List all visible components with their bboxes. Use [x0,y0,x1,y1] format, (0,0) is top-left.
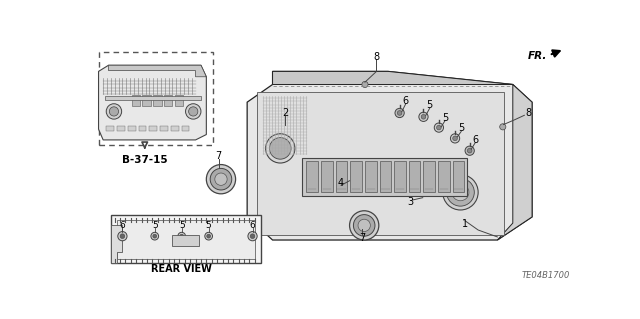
Circle shape [362,81,368,87]
Bar [257,92,504,235]
Circle shape [153,234,157,238]
Bar [99,52,212,145]
Text: 8: 8 [525,108,531,118]
Circle shape [353,215,375,236]
Circle shape [180,234,184,238]
Text: 6: 6 [120,221,125,230]
Text: B-37-15: B-37-15 [122,155,168,165]
Circle shape [451,134,460,143]
Circle shape [395,108,404,118]
Text: 7: 7 [359,234,365,243]
Bar [307,161,318,192]
Bar [172,235,200,246]
Bar [128,126,136,131]
Text: 3: 3 [407,197,413,206]
Polygon shape [302,158,467,196]
Circle shape [421,115,426,119]
Circle shape [349,211,379,240]
Circle shape [118,232,127,241]
Bar [350,161,362,192]
Circle shape [106,104,122,119]
Bar [424,161,435,192]
Bar [409,161,420,192]
Bar [105,96,201,100]
Text: 5: 5 [206,221,212,230]
Text: 2: 2 [282,108,288,118]
Bar [175,95,183,106]
Bar [321,161,333,192]
Text: 6: 6 [250,221,255,230]
Text: 1: 1 [462,219,468,229]
Text: 5: 5 [179,221,184,230]
Circle shape [207,234,211,238]
Bar [111,215,261,263]
Circle shape [435,123,444,132]
Text: TE04B1700: TE04B1700 [522,271,570,280]
Circle shape [467,148,472,153]
Bar [149,126,157,131]
Bar [164,95,172,106]
Circle shape [151,232,159,240]
Circle shape [269,137,291,159]
Bar [139,126,147,131]
Text: 5: 5 [458,123,465,133]
Text: 6: 6 [403,96,409,106]
Text: 7: 7 [216,151,222,161]
Bar [438,161,450,192]
Circle shape [186,104,201,119]
Circle shape [500,124,506,130]
Text: 5: 5 [152,221,157,230]
Text: 5: 5 [426,100,433,110]
Circle shape [397,111,402,115]
Circle shape [452,136,458,141]
Circle shape [465,146,474,155]
Bar [171,126,179,131]
Circle shape [178,232,186,240]
Bar [160,126,168,131]
Circle shape [210,168,232,190]
Text: 8: 8 [374,52,380,62]
Circle shape [205,232,212,240]
Bar [143,95,151,106]
Bar [365,161,376,192]
Text: REAR VIEW: REAR VIEW [151,264,212,274]
Circle shape [215,173,227,185]
Polygon shape [99,65,206,140]
Circle shape [250,234,255,239]
Bar [182,126,189,131]
Circle shape [358,219,371,232]
Circle shape [120,234,125,239]
Circle shape [443,174,478,210]
Bar [452,161,464,192]
Text: FR.: FR. [527,51,547,61]
Circle shape [206,165,236,194]
Bar [380,161,391,192]
Circle shape [109,107,118,116]
Polygon shape [273,71,513,85]
Circle shape [436,125,441,130]
Circle shape [248,232,257,241]
Text: 5: 5 [442,113,448,122]
Bar [106,126,114,131]
Polygon shape [109,65,206,77]
Bar [132,95,140,106]
Bar [117,220,255,258]
Circle shape [447,178,474,206]
Polygon shape [111,225,122,263]
Bar [117,126,125,131]
Bar [153,95,162,106]
Bar [336,161,348,192]
Polygon shape [247,71,532,240]
Circle shape [266,134,295,163]
Bar [394,161,406,192]
Text: 6: 6 [472,135,478,145]
Circle shape [452,184,469,201]
Circle shape [189,107,198,116]
Circle shape [419,112,428,122]
Text: 4: 4 [338,178,344,188]
Polygon shape [497,85,532,240]
